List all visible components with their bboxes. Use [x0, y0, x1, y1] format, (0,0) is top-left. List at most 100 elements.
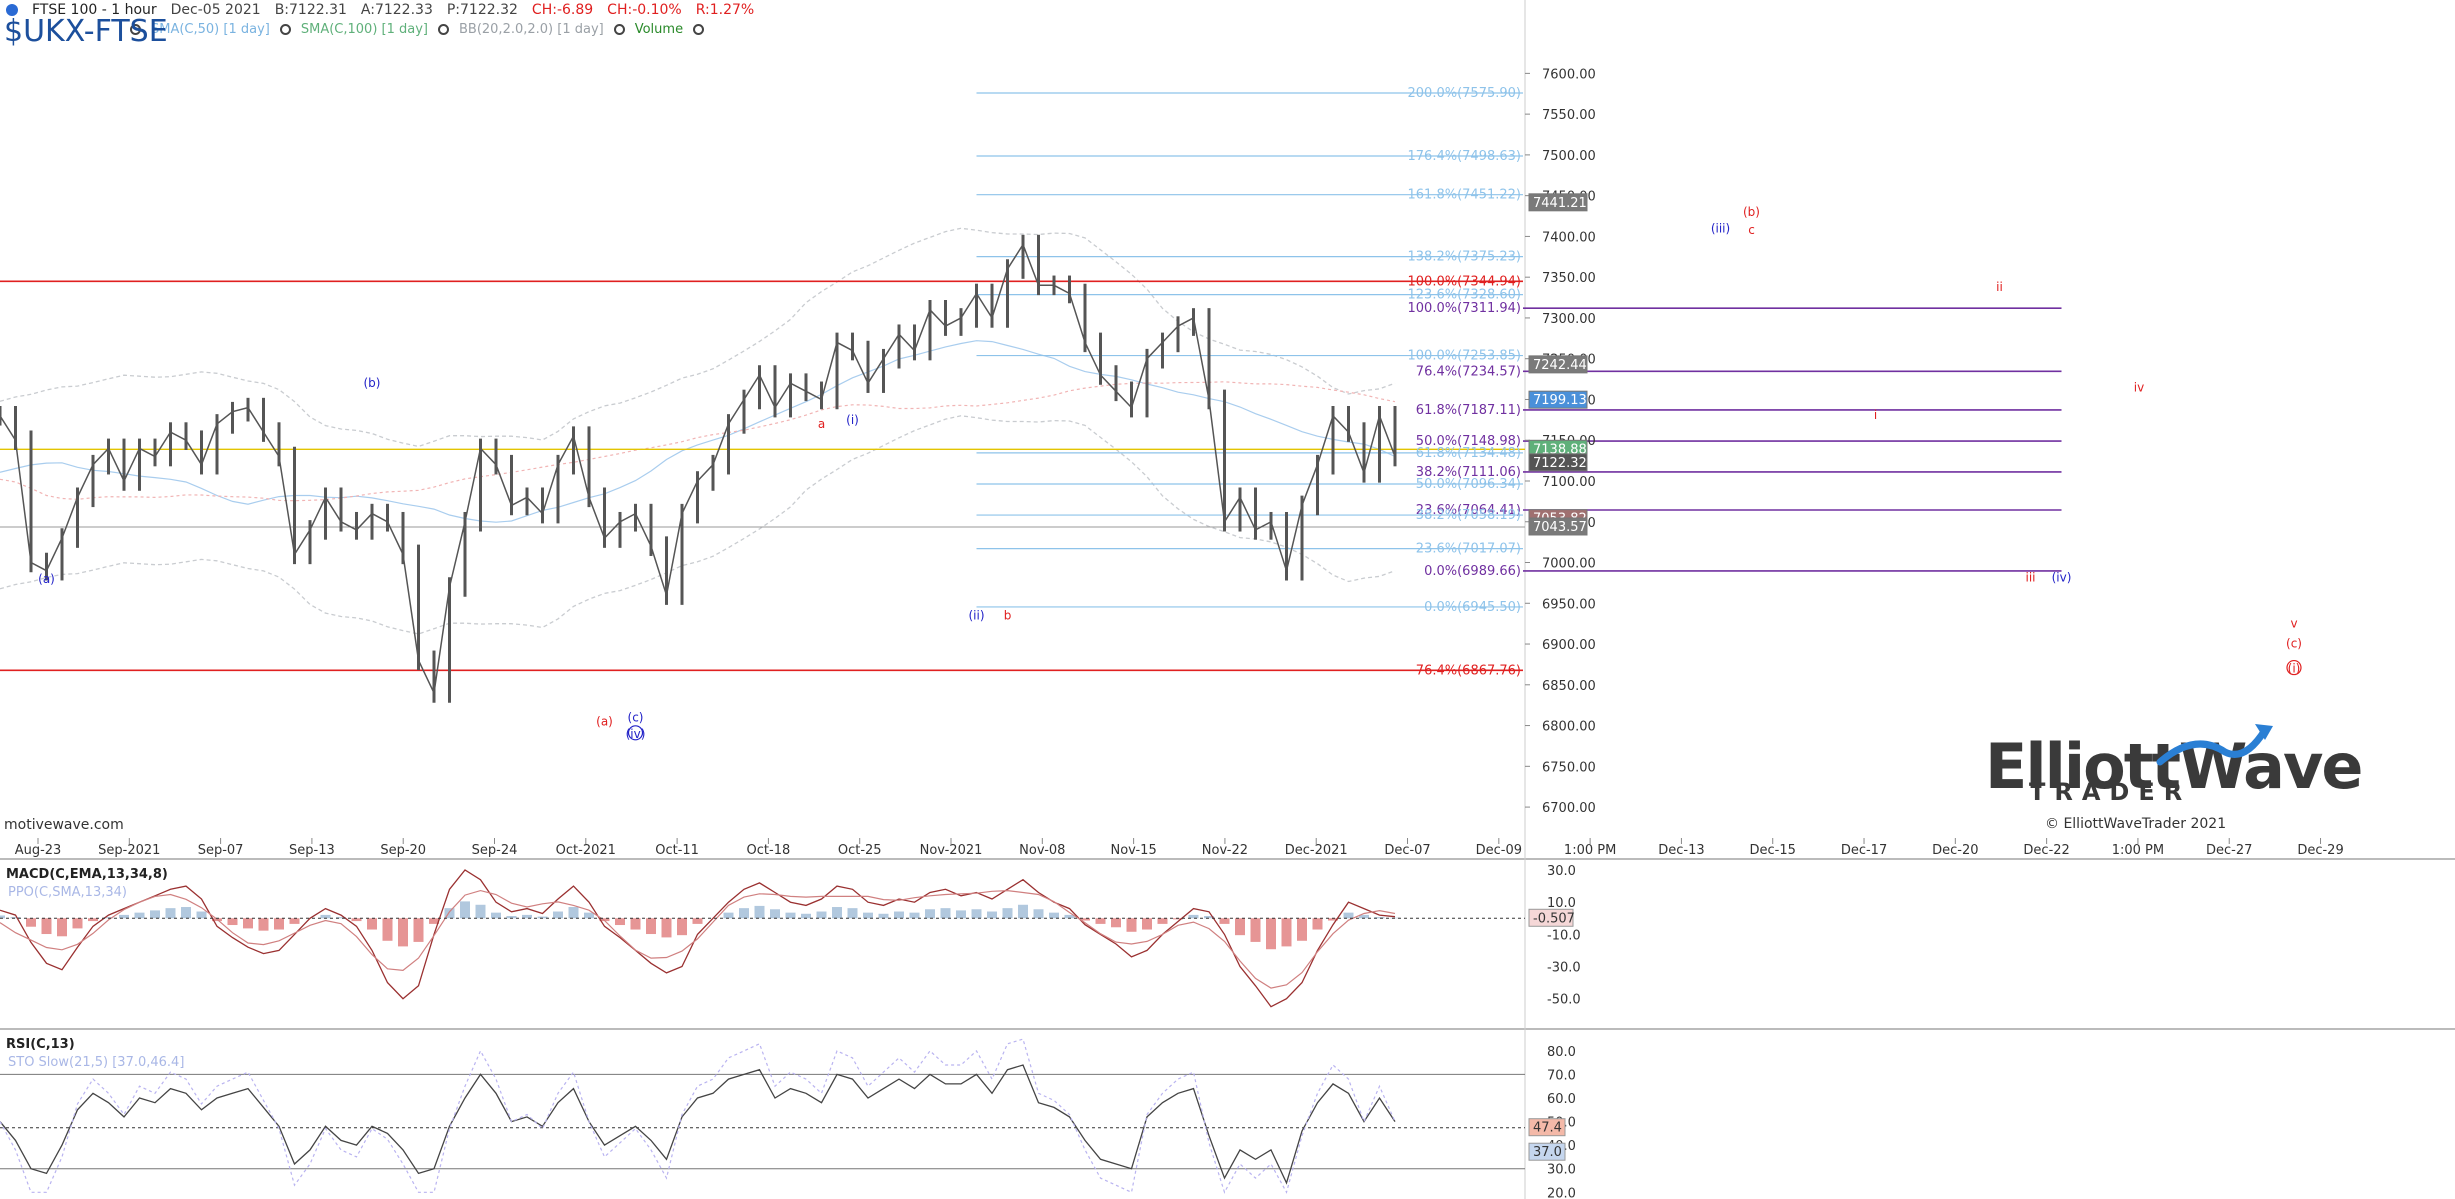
- quote-price: P:7122.32: [446, 2, 518, 18]
- rsi-tick-label: 80.0: [1547, 1045, 1576, 1060]
- macd-histogram-bar: [506, 916, 517, 919]
- time-tick-label: Oct-11: [655, 843, 699, 858]
- macd-histogram-bar: [274, 918, 284, 930]
- macd-histogram-bar: [1328, 918, 1338, 921]
- fib-level-label: 161.8%(7451.22): [1408, 188, 1521, 203]
- time-tick-label: Dec-20: [1932, 843, 1978, 858]
- macd-histogram-bar: [584, 912, 594, 919]
- instrument-title[interactable]: FTSE 100 - 1 hour: [32, 2, 157, 18]
- sma50-line: [0, 340, 1396, 523]
- macd-histogram-bar: [41, 918, 52, 935]
- macd-histogram-bar: [894, 911, 904, 919]
- macd-histogram-bar: [103, 917, 114, 919]
- wave-label: (b): [364, 376, 381, 390]
- sma100-line: [0, 381, 1396, 502]
- quote-range: R:1.27%: [695, 2, 755, 18]
- instrument-dot-icon: [6, 4, 18, 16]
- price-tags: 7441.217242.447199.137138.887122.327053.…: [1528, 193, 1588, 536]
- time-tick-label: Dec-22: [2023, 843, 2069, 858]
- price-line: [0, 242, 1396, 696]
- macd-value: -0.507: [1533, 911, 1575, 926]
- macd-histogram-bar: [1188, 914, 1199, 919]
- logo-swoosh-icon: [2156, 724, 2273, 766]
- fibonacci-levels: 200.0%(7575.90) 176.4%(7498.63) 161.8%(745…: [0, 86, 2062, 678]
- macd-histogram-bar: [119, 914, 129, 919]
- macd-histogram-bar: [956, 910, 966, 919]
- price-tick-label: 6950.00: [1542, 597, 1596, 612]
- logo-copyright: © ElliottWaveTrader 2021: [2045, 816, 2227, 832]
- price-tick-label: 7400.00: [1542, 230, 1596, 245]
- macd-histogram-bar: [1095, 918, 1106, 924]
- macd-histogram-bar: [940, 908, 951, 919]
- macd-histogram-bar: [692, 918, 703, 924]
- macd-histogram-bar: [1204, 916, 1214, 919]
- fib-level-label: 61.8%(7134.48): [1416, 446, 1521, 461]
- macd-histogram-bar: [1312, 918, 1323, 930]
- gear-icon[interactable]: [279, 24, 291, 35]
- macd-histogram-bar: [1343, 912, 1354, 919]
- macd-tick-label: -30.0: [1547, 961, 1581, 976]
- bollinger-upper: [0, 227, 1396, 448]
- study-volume[interactable]: Volume: [634, 22, 684, 37]
- macd-histogram-bar: [568, 907, 579, 919]
- time-tick-label: Dec-2021: [1285, 843, 1348, 858]
- wave-label: (ii): [968, 609, 984, 623]
- rsi-tick-label: 20.0: [1547, 1186, 1576, 1199]
- quote-date: Dec-05 2021: [170, 2, 261, 18]
- price-tick-label: 6750.00: [1542, 760, 1596, 775]
- macd-histogram-bar: [72, 918, 83, 929]
- macd-histogram-bar: [413, 918, 424, 942]
- macd-histogram-bar: [1157, 918, 1168, 924]
- wave-label: (c): [628, 710, 644, 724]
- study-bb[interactable]: BB(20,2.0,2.0) [1 day]: [458, 22, 604, 37]
- macd-histogram-bar: [832, 907, 842, 919]
- price-tag: [1528, 517, 1588, 536]
- macd-histogram-bar: [816, 911, 827, 919]
- study-sma50[interactable]: SMA(C,50) [1 day]: [151, 22, 270, 37]
- macd-histogram-bar: [1142, 918, 1152, 930]
- wave-label: (c): [2286, 636, 2302, 650]
- price-tick-label: 6850.00: [1542, 679, 1596, 694]
- fib-level-label: 76.4%(7234.57): [1416, 364, 1521, 379]
- macd-histogram-bar: [289, 918, 300, 924]
- time-tick-label: Nov-2021: [920, 843, 983, 858]
- time-tick-label: Dec-29: [2297, 843, 2343, 858]
- macd-tick-label: 30.0: [1547, 864, 1576, 879]
- price-tick-label: 7300.00: [1542, 312, 1596, 327]
- time-tick-label: Sep-20: [380, 843, 426, 858]
- macd-histogram-bar: [847, 908, 858, 919]
- fib-level-label: 23.6%(7064.41): [1416, 503, 1521, 518]
- gear-icon[interactable]: [437, 24, 449, 35]
- macd-histogram-bar: [677, 918, 687, 936]
- fib-level-label: 0.0%(6945.50): [1424, 600, 1521, 615]
- gear-icon[interactable]: [130, 24, 141, 35]
- macd-histogram-bar: [801, 913, 811, 919]
- macd-histogram-bar: [429, 918, 439, 924]
- macd-histogram-bar: [522, 914, 532, 919]
- fib-level-label: 76.4%(6867.76): [1416, 663, 1521, 678]
- study-sma100[interactable]: SMA(C,100) [1 day]: [300, 22, 428, 37]
- macd-histogram-bar: [1080, 918, 1090, 921]
- macd-histogram-bar: [398, 918, 408, 947]
- macd-histogram-bar: [351, 918, 362, 922]
- macd-histogram-bar: [1049, 912, 1059, 919]
- sto-value-tag: [1528, 1142, 1566, 1161]
- bollinger-lower: [0, 415, 1396, 635]
- macd-tick-label: 10.0: [1547, 896, 1576, 911]
- price-tick-label: 7100.00: [1542, 475, 1596, 490]
- macd-tick-label: -10.0: [1547, 928, 1581, 943]
- macd-histogram-bar: [1018, 904, 1028, 919]
- macd-histogram-bar: [26, 918, 36, 927]
- macd-histogram-bar: [1064, 914, 1075, 919]
- gear-icon[interactable]: [613, 24, 625, 35]
- wave-circle: [2286, 659, 2302, 676]
- wave-label: (iii): [1711, 221, 1730, 235]
- macd-histogram-bar: [10, 917, 21, 919]
- macd-histogram-bar: [475, 904, 486, 919]
- price-tick-label: 6800.00: [1542, 720, 1596, 735]
- rsi-tick-label: 30.0: [1547, 1163, 1576, 1178]
- macd-histogram-bar: [754, 905, 765, 919]
- gear-icon[interactable]: [693, 24, 705, 35]
